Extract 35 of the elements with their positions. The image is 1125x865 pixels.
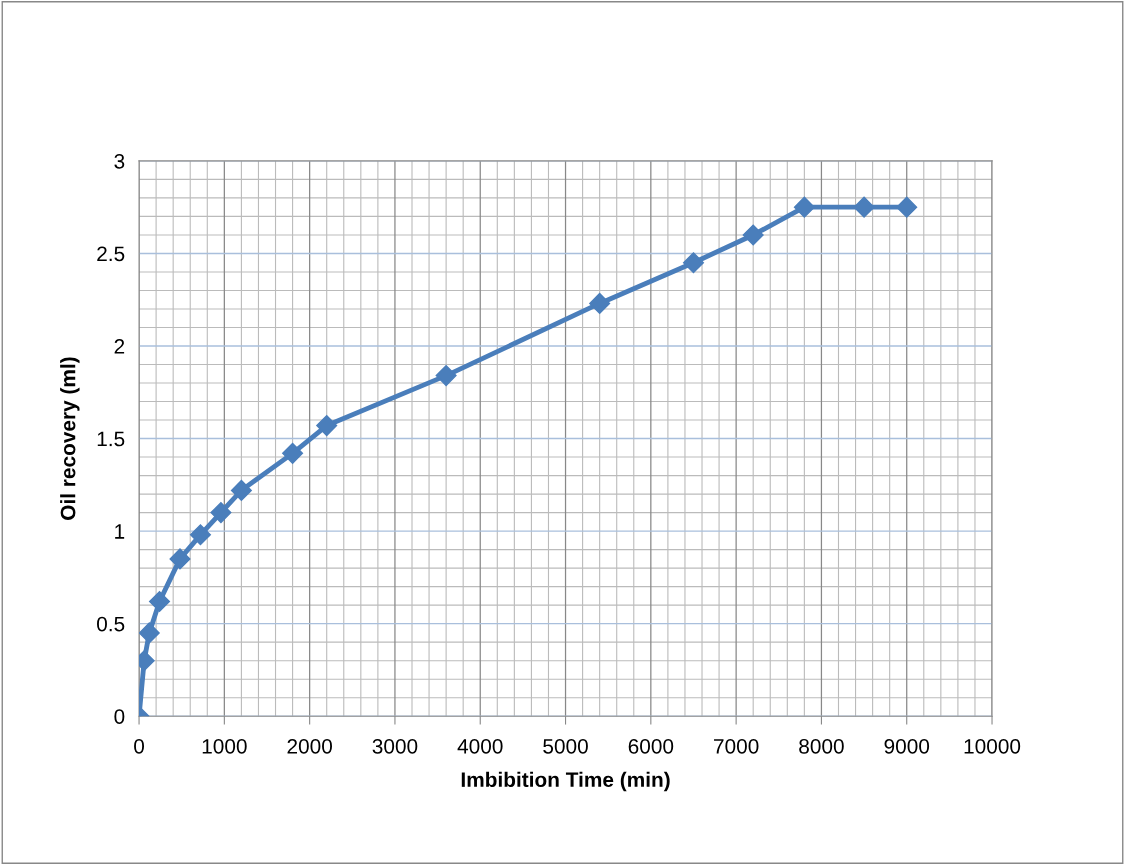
x-tick-label: 8000 bbox=[799, 738, 844, 754]
point bbox=[793, 196, 815, 218]
y-axis-title: Oil recovery (ml) bbox=[60, 357, 80, 520]
y-tick-label: 3 bbox=[114, 153, 125, 169]
x-axis-title: Imbibition Time (min) bbox=[461, 771, 670, 792]
x-tick-label: 10000 bbox=[964, 738, 1021, 754]
y-tick-label: 2.5 bbox=[97, 246, 125, 262]
point bbox=[230, 479, 252, 501]
point bbox=[282, 442, 304, 464]
point bbox=[169, 548, 191, 570]
x-tick-label: 3000 bbox=[372, 738, 418, 754]
point bbox=[189, 524, 211, 546]
x-tick-label: 1000 bbox=[202, 738, 247, 754]
point bbox=[210, 502, 232, 524]
y-tick-label: 0.5 bbox=[97, 616, 125, 632]
point bbox=[682, 252, 704, 274]
x-tick-label: 5000 bbox=[543, 738, 588, 754]
y-tick-label: 2 bbox=[114, 339, 125, 354]
x-tick-label: 7000 bbox=[714, 738, 759, 754]
point bbox=[896, 196, 918, 218]
point bbox=[853, 196, 875, 218]
point bbox=[589, 292, 611, 314]
point bbox=[435, 365, 457, 387]
x-tick-label: 0 bbox=[134, 738, 145, 754]
point bbox=[139, 622, 160, 644]
y-tick-label: 1.5 bbox=[97, 431, 125, 447]
x-tick-label: 9000 bbox=[884, 738, 930, 754]
x-tick-label: 2000 bbox=[287, 738, 333, 754]
y-tick-label: 1 bbox=[115, 524, 125, 539]
y-tick-label: 0 bbox=[114, 709, 125, 724]
point bbox=[742, 224, 764, 246]
x-tick-label: 6000 bbox=[628, 738, 674, 754]
x-tick-label: 4000 bbox=[457, 738, 503, 754]
point bbox=[149, 590, 171, 612]
point bbox=[316, 415, 338, 437]
